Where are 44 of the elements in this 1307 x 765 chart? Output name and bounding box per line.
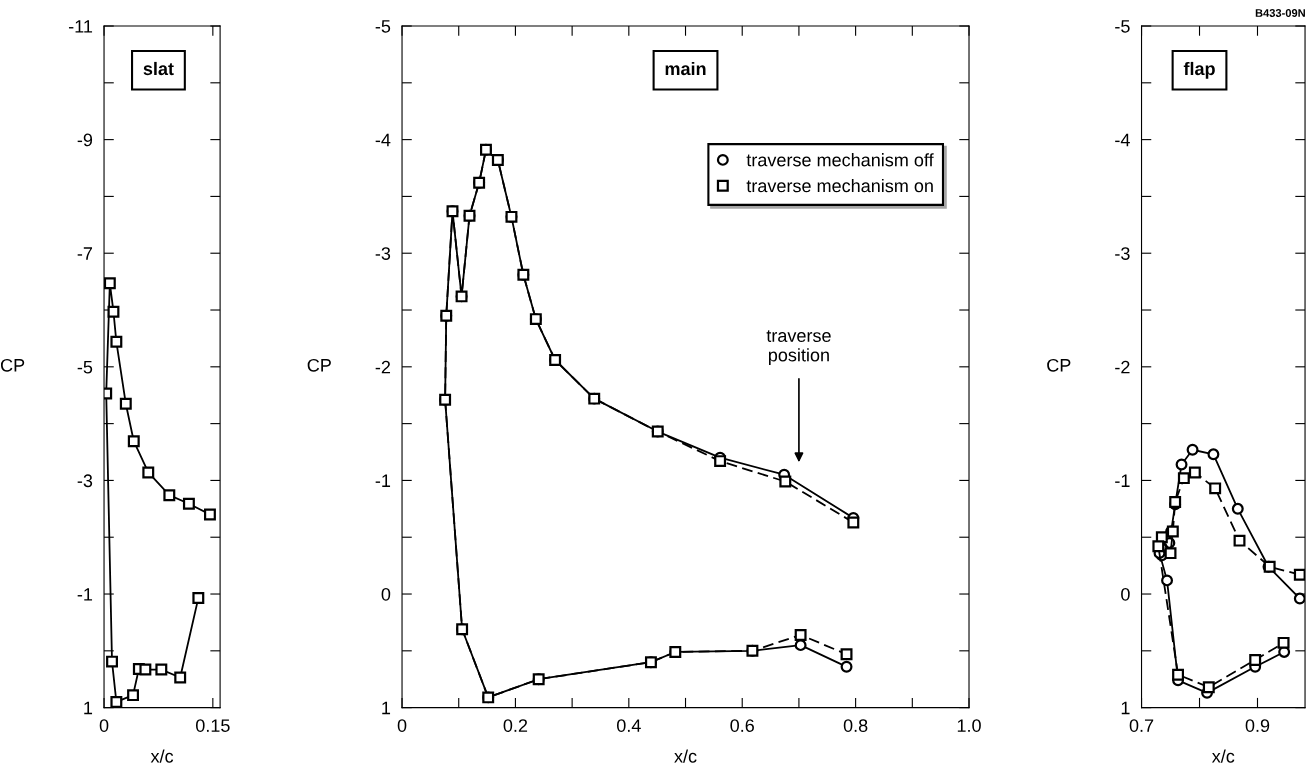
y-tick-label: -3 [1115,247,1130,260]
x-tick-label: 0 [99,719,109,732]
y-tick-label: 1 [84,701,93,715]
x-axis-title: x/c [150,749,174,763]
x-tick-label: 0.6 [730,719,754,732]
y-tick-label: -4 [1115,133,1130,147]
y-tick-label: -2 [375,360,391,374]
x-tick-label: 0.15 [195,719,230,732]
y-tick-label: 1 [1121,701,1130,715]
x-tick-label: 0.4 [616,719,641,732]
x-axis-title: x/c [674,749,697,763]
y-tick-label: 0 [381,587,391,601]
y-tick-label: -1 [77,588,93,601]
y-axis-title: CP [307,358,331,372]
y-tick-label: -3 [77,474,93,488]
y-tick-label: -11 [68,20,93,33]
x-tick-label: 0.7 [1129,719,1154,732]
y-axis-title: CP [0,358,25,372]
text: main [665,61,706,76]
y-tick-label: -5 [1115,20,1130,33]
y-tick-label: -2 [1115,360,1130,374]
y-tick-label: 0 [1121,587,1130,601]
annotation: traverse position [766,330,831,366]
x-tick-label: 0.2 [503,719,528,732]
legend-label: traverse mechanism on [746,178,933,193]
x-tick-label: 1.0 [957,719,981,732]
y-tick-label: -5 [375,20,391,33]
x-tick-label: 0.8 [843,719,868,732]
y-tick-label: -1 [1115,474,1130,487]
text: B433-09N [1255,9,1305,17]
y-tick-label: -9 [77,133,93,147]
y-tick-label: 1 [382,701,391,715]
y-tick-label: -7 [77,247,93,260]
x-axis-title: x/c [1211,749,1235,763]
text: flap [1183,61,1215,79]
y-tick-label: -5 [77,360,93,374]
y-axis-title: CP [1047,358,1071,372]
y-tick-label: -4 [375,133,391,147]
legend-label: traverse mechanism off [746,153,934,167]
text: slat [143,61,174,76]
y-tick-label: -3 [375,247,391,260]
y-tick-label: -1 [375,474,391,487]
x-tick-label: 0.9 [1245,719,1270,732]
x-tick-label: 0 [397,719,407,732]
